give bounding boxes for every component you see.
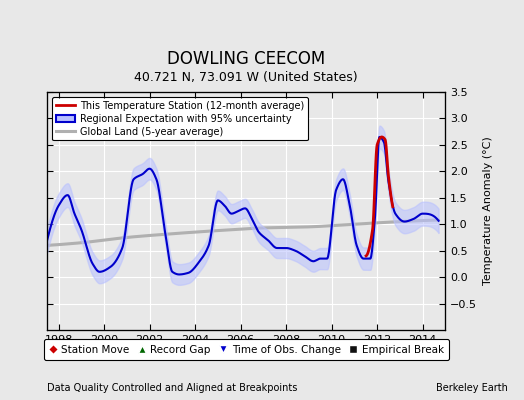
- Legend: This Temperature Station (12-month average), Regional Expectation with 95% uncer: This Temperature Station (12-month avera…: [52, 97, 308, 140]
- Text: Data Quality Controlled and Aligned at Breakpoints: Data Quality Controlled and Aligned at B…: [47, 383, 298, 393]
- Text: Berkeley Earth: Berkeley Earth: [436, 383, 508, 393]
- Y-axis label: Temperature Anomaly (°C): Temperature Anomaly (°C): [483, 137, 493, 285]
- Text: DOWLING CEECOM: DOWLING CEECOM: [167, 50, 325, 68]
- Legend: Station Move, Record Gap, Time of Obs. Change, Empirical Break: Station Move, Record Gap, Time of Obs. C…: [43, 339, 449, 360]
- Text: 40.721 N, 73.091 W (United States): 40.721 N, 73.091 W (United States): [135, 71, 358, 84]
